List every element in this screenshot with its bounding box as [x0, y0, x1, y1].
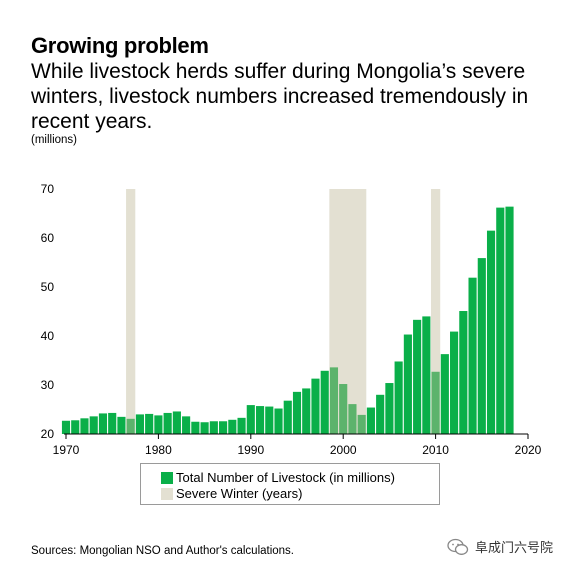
bar-1994: [283, 400, 292, 434]
y-tick-label-20: 20: [41, 427, 55, 441]
bar-1972: [80, 418, 89, 434]
x-tick-label-2020: 2020: [515, 443, 542, 457]
wechat-icon: [447, 538, 469, 555]
legend-item-severe-winter: Severe Winter (years): [161, 486, 302, 501]
bar-1975: [108, 412, 117, 434]
bar-2016: [486, 230, 496, 434]
source-note: Sources: Mongolian NSO and Author's calc…: [31, 545, 295, 557]
bar-1980: [154, 415, 163, 434]
bar-1990: [246, 405, 255, 434]
x-tick-label-1970: 1970: [53, 443, 80, 457]
y-tick-label-30: 30: [41, 378, 55, 392]
chart-subtitle: While livestock herds suffer during Mong…: [31, 60, 529, 133]
bar-2004: [376, 394, 385, 434]
bar-1993: [274, 408, 283, 434]
legend-label-livestock: Total Number of Livestock (in millions): [176, 470, 395, 485]
severe-winter-band-1977: [126, 189, 136, 434]
watermark-text: 阜成门六号院: [475, 540, 554, 555]
bar-1991: [255, 406, 265, 434]
units-label: (millions): [31, 134, 77, 146]
bar-2008: [413, 319, 422, 434]
bar-2014: [468, 277, 477, 434]
bar-1983: [182, 416, 191, 434]
bar-1978: [135, 414, 144, 434]
bar-2000: [339, 384, 348, 434]
bar-2001: [348, 404, 357, 434]
bar-1987: [219, 421, 228, 434]
bar-1986: [209, 421, 218, 434]
bar-2015: [477, 258, 486, 434]
bar-2017: [496, 207, 505, 434]
bar-2011: [440, 354, 449, 434]
bar-1995: [292, 391, 302, 434]
bar-2003: [366, 407, 375, 434]
bar-2006: [394, 361, 403, 434]
bar-2010: [431, 371, 440, 434]
bar-2005: [385, 383, 394, 434]
chart-legend: Total Number of Livestock (in millions) …: [140, 463, 440, 505]
bar-1984: [191, 421, 200, 434]
bar-1976: [117, 416, 126, 434]
legend-item-livestock: Total Number of Livestock (in millions): [161, 470, 395, 485]
bar-1973: [89, 416, 98, 434]
bar-1988: [228, 419, 237, 434]
bar-1985: [200, 422, 209, 434]
y-tick-label-60: 60: [41, 231, 55, 245]
bar-1974: [98, 413, 108, 434]
severe-winter-band-2010: [430, 189, 441, 434]
bar-1989: [237, 417, 246, 434]
legend-swatch-livestock: [161, 471, 173, 484]
watermark: 阜成门六号院: [447, 537, 553, 556]
y-tick-label-70: 70: [41, 182, 55, 196]
x-tick-label-2010: 2010: [422, 443, 449, 457]
bar-1997: [311, 378, 320, 434]
legend-label-severe-winter: Severe Winter (years): [176, 486, 303, 501]
bar-2009: [422, 316, 431, 434]
bar-1979: [145, 413, 154, 434]
bar-2012: [450, 331, 459, 434]
y-tick-label-40: 40: [41, 329, 55, 343]
x-tick-label-1990: 1990: [237, 443, 264, 457]
bar-1998: [320, 370, 329, 434]
bar-1992: [265, 406, 274, 434]
bar-1996: [302, 388, 311, 434]
bar-2002: [357, 414, 366, 434]
bar-1999: [329, 367, 339, 434]
bar-1971: [71, 420, 80, 434]
chart-title: Growing problem: [31, 33, 209, 58]
livestock-bars: [61, 206, 514, 434]
bar-2007: [403, 334, 412, 434]
bar-1977: [126, 418, 135, 434]
legend-swatch-severe-winter: [161, 487, 173, 500]
y-tick-label-50: 50: [41, 280, 55, 294]
bar-1970: [61, 420, 71, 434]
bar-1982: [172, 411, 181, 434]
x-tick-label-2000: 2000: [330, 443, 357, 457]
bar-2018: [505, 206, 514, 434]
bar-1981: [163, 412, 172, 434]
bar-2013: [459, 311, 468, 434]
x-tick-label-1980: 1980: [145, 443, 172, 457]
severe-winter-bands: [126, 189, 441, 434]
